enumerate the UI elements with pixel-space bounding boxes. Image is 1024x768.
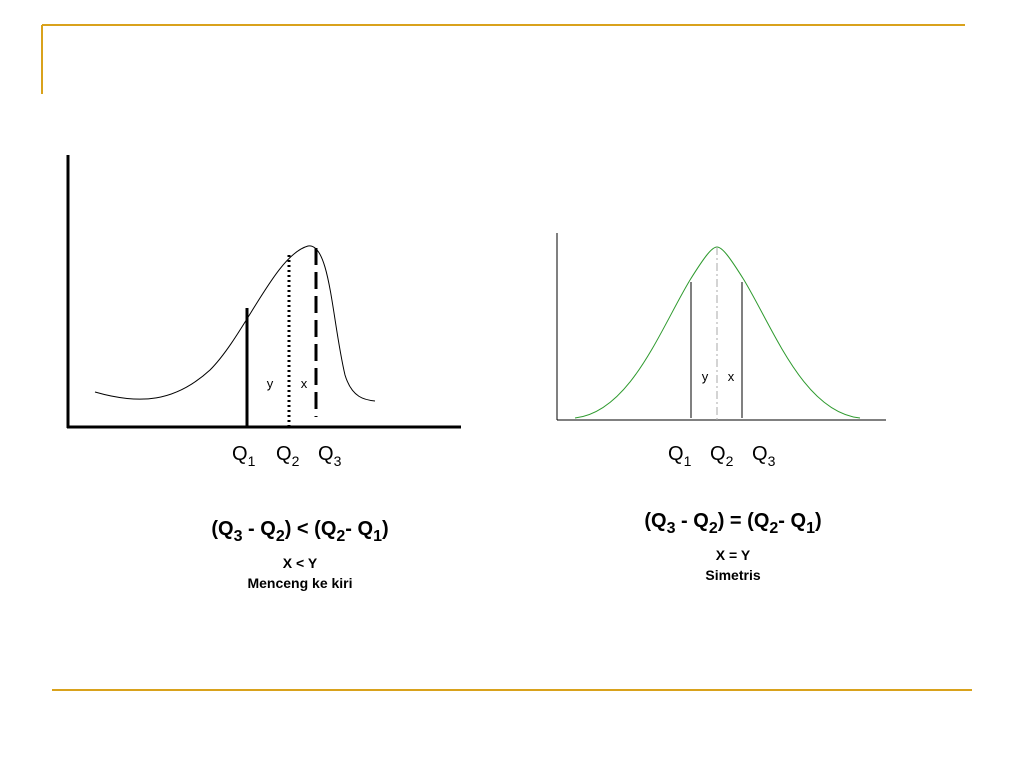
quartile-letter: Q: [752, 443, 768, 465]
quartile-index: 1: [248, 453, 256, 469]
quartile-index: 2: [292, 453, 300, 469]
region-label: x: [728, 369, 735, 384]
quartile-letter: Q: [710, 443, 726, 465]
quartile-label: Q3: [752, 443, 776, 469]
formula-text: ): [382, 518, 389, 540]
formula-text: - Q: [675, 510, 708, 532]
caption: Simetris: [705, 567, 760, 583]
quartile-index: 3: [768, 453, 776, 469]
skewed-curve: [94, 245, 376, 402]
quartile-letter: Q: [318, 443, 334, 465]
caption: Menceng ke kiri: [247, 575, 352, 591]
quartile-letter: Q: [232, 443, 248, 465]
quartile-label: Q1: [668, 443, 692, 469]
right-diagram: [556, 233, 886, 421]
left-diagram: [66, 155, 461, 429]
formula-text: - Q: [242, 518, 275, 540]
quartile-index: 3: [334, 453, 342, 469]
formula-subscript: 3: [234, 528, 243, 545]
quartile-index: 1: [684, 453, 692, 469]
formula: (Q3 - Q2) = (Q2- Q1): [644, 510, 821, 537]
quartile-index: 2: [726, 453, 734, 469]
formula-subscript: 3: [667, 520, 676, 537]
quartile-letter: Q: [276, 443, 292, 465]
formula-text: (Q: [644, 510, 666, 532]
quartile-letter: Q: [668, 443, 684, 465]
quartile-label: Q1: [232, 443, 256, 469]
formula-subscript: 2: [709, 520, 718, 537]
region-label: y: [267, 376, 274, 391]
formula-text: ): [815, 510, 822, 532]
formula-subscript: 2: [769, 520, 778, 537]
quartile-label: Q3: [318, 443, 342, 469]
caption: X = Y: [716, 547, 751, 563]
formula-subscript: 2: [276, 528, 285, 545]
region-label: x: [301, 376, 308, 391]
quartile-label: Q2: [710, 443, 734, 469]
formula-text: ) = (Q: [718, 510, 770, 532]
formula-text: ) < (Q: [285, 518, 337, 540]
region-label: y: [702, 369, 709, 384]
formula-subscript: 1: [806, 520, 815, 537]
formula-subscript: 1: [373, 528, 382, 545]
formula: (Q3 - Q2) < (Q2- Q1): [211, 518, 388, 545]
formula-text: (Q: [211, 518, 233, 540]
formula-text: - Q: [345, 518, 373, 540]
formula-subscript: 2: [336, 528, 345, 545]
caption: X < Y: [283, 555, 318, 571]
quartile-label: Q2: [276, 443, 300, 469]
formula-text: - Q: [778, 510, 806, 532]
